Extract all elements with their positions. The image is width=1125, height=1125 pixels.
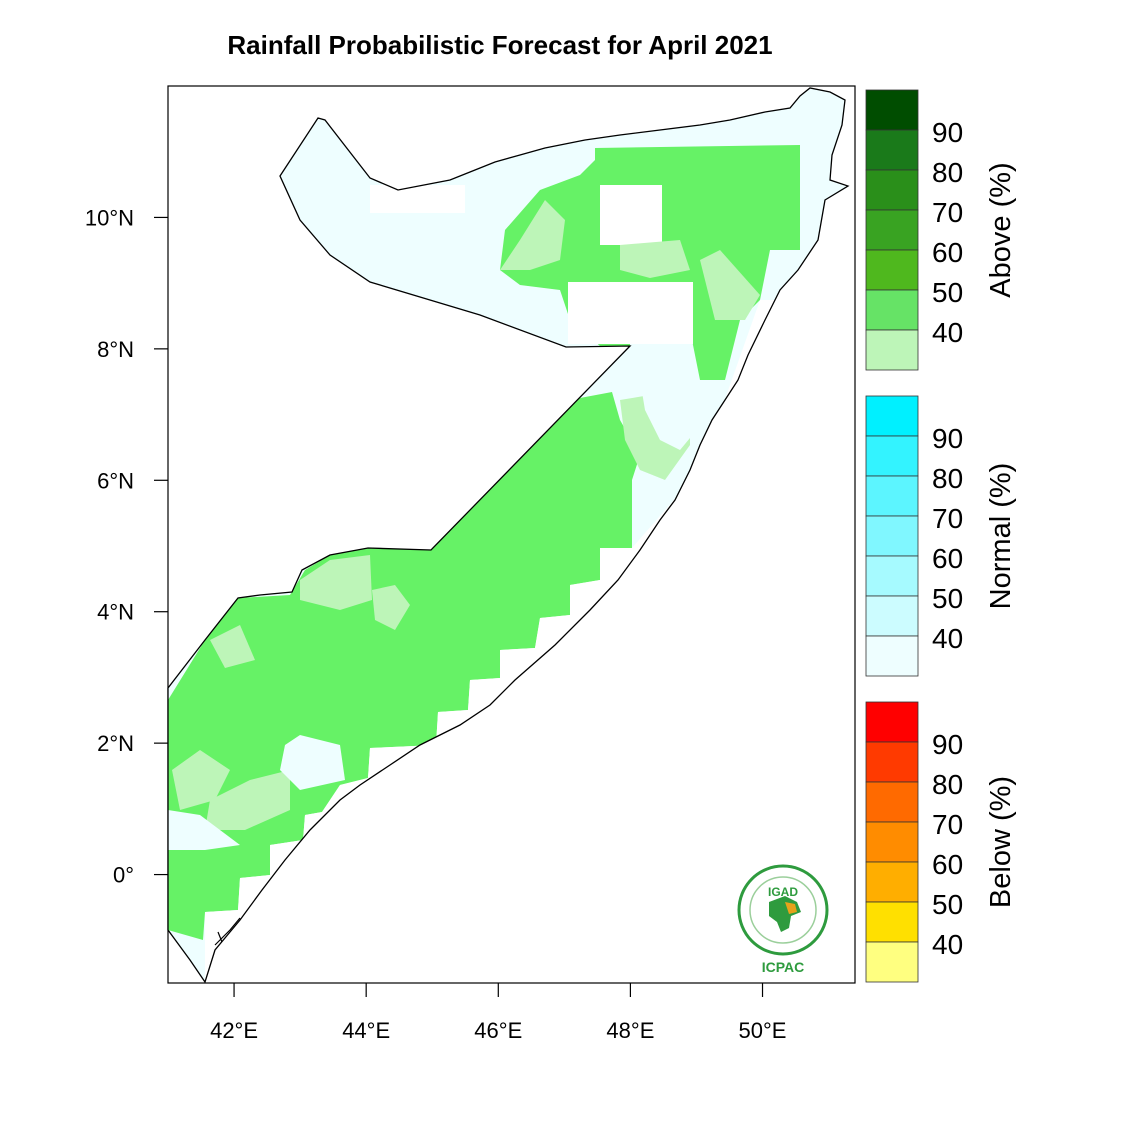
- legend: 90 80 70 60 50 40 Above (%) 90 80 70 60 50 40 Normal …: [865, 89, 1017, 983]
- legend-title: Above (%): [985, 162, 1017, 297]
- legend-title: Normal (%): [985, 463, 1017, 610]
- legend-label: 40: [932, 317, 963, 348]
- legend-bar-2: 90 80 70 60 50 40 Below (%): [865, 701, 1017, 983]
- legend-label: 90: [932, 729, 963, 760]
- above-low-patch-8: [700, 250, 760, 320]
- legend-label: 60: [932, 543, 963, 574]
- legend-label: 40: [932, 623, 963, 654]
- lat-tick-label: 4°N: [97, 600, 134, 625]
- above-low-patch-1: [300, 555, 372, 610]
- country-border: [167, 87, 850, 984]
- above-low-patch-4: [205, 770, 290, 830]
- coastal-islands: [214, 917, 241, 946]
- legend-swatch: [865, 635, 919, 677]
- axis-ticks: 10°N 8°N 6°N 4°N 2°N 0° 42°E 44°E 46°E 48°E 50°E: [85, 205, 787, 1043]
- legend-swatch: [865, 329, 919, 371]
- legend-swatch: [865, 515, 919, 557]
- legend-swatch: [865, 901, 919, 943]
- legend-label: 50: [932, 889, 963, 920]
- lat-tick-label: 2°N: [97, 731, 134, 756]
- legend-label: 40: [932, 929, 963, 960]
- lat-tick-label: 8°N: [97, 337, 134, 362]
- legend-label: 70: [932, 197, 963, 228]
- legend-swatch: [865, 209, 919, 251]
- lat-tick-label: 0°: [113, 863, 134, 888]
- legend-swatch: [865, 741, 919, 783]
- above-low-patch-9: [620, 240, 690, 278]
- legend-swatch: [865, 89, 919, 131]
- legend-label: 60: [932, 849, 963, 880]
- legend-swatch: [865, 861, 919, 903]
- legend-swatch: [865, 395, 919, 437]
- legend-swatch: [865, 941, 919, 983]
- legend-swatch: [865, 169, 919, 211]
- legend-bar-1: 90 80 70 60 50 40 Normal (%): [865, 395, 1017, 677]
- legend-swatch: [865, 475, 919, 517]
- legend-label: 80: [932, 769, 963, 800]
- no-data-hole-2: [568, 282, 693, 344]
- lat-tick-label: 6°N: [97, 468, 134, 493]
- logo-top-text: IGAD: [768, 885, 798, 899]
- legend-label: 80: [932, 157, 963, 188]
- normal-low-patch-1: [280, 735, 345, 790]
- legend-swatch: [865, 249, 919, 291]
- no-data-hole-3: [370, 185, 465, 213]
- legend-label: 50: [932, 583, 963, 614]
- legend-label: 90: [932, 117, 963, 148]
- legend-swatch: [865, 595, 919, 637]
- legend-swatch: [865, 821, 919, 863]
- lon-tick-label: 46°E: [474, 1018, 522, 1043]
- legend-label: 50: [932, 277, 963, 308]
- legend-swatch: [865, 555, 919, 597]
- legend-label: 90: [932, 423, 963, 454]
- logo-horn-shape: [785, 902, 797, 914]
- legend-label: 70: [932, 503, 963, 534]
- legend-swatch: [865, 289, 919, 331]
- legend-label: 60: [932, 237, 963, 268]
- legend-label: 70: [932, 809, 963, 840]
- lon-tick-label: 50°E: [739, 1018, 787, 1043]
- igad-icpac-logo: IGAD ICPAC: [737, 864, 829, 975]
- map-title: Rainfall Probabilistic Forecast for Apri…: [227, 30, 773, 60]
- legend-label: 80: [932, 463, 963, 494]
- legend-swatch: [865, 781, 919, 823]
- no-data-hole-1: [600, 185, 662, 245]
- lon-tick-label: 48°E: [606, 1018, 654, 1043]
- logo-seal-inner: [749, 876, 817, 944]
- above-low-patch-7: [500, 200, 565, 270]
- legend-swatch: [865, 435, 919, 477]
- normal-low-patch-3: [640, 380, 705, 450]
- lat-tick-label: 10°N: [85, 205, 134, 230]
- legend-swatch: [865, 129, 919, 171]
- legend-swatch: [865, 701, 919, 743]
- normal-low-patch-2: [168, 810, 240, 850]
- legend-bar-0: 90 80 70 60 50 40 Above (%): [865, 89, 1017, 371]
- above-low-patch-5: [372, 585, 410, 630]
- logo-bottom-text: ICPAC: [762, 959, 805, 975]
- lon-tick-label: 44°E: [342, 1018, 390, 1043]
- above-low-patch-3: [172, 750, 230, 810]
- above-low-patch-2: [210, 625, 255, 668]
- legend-title: Below (%): [985, 776, 1017, 908]
- lon-tick-label: 42°E: [210, 1018, 258, 1043]
